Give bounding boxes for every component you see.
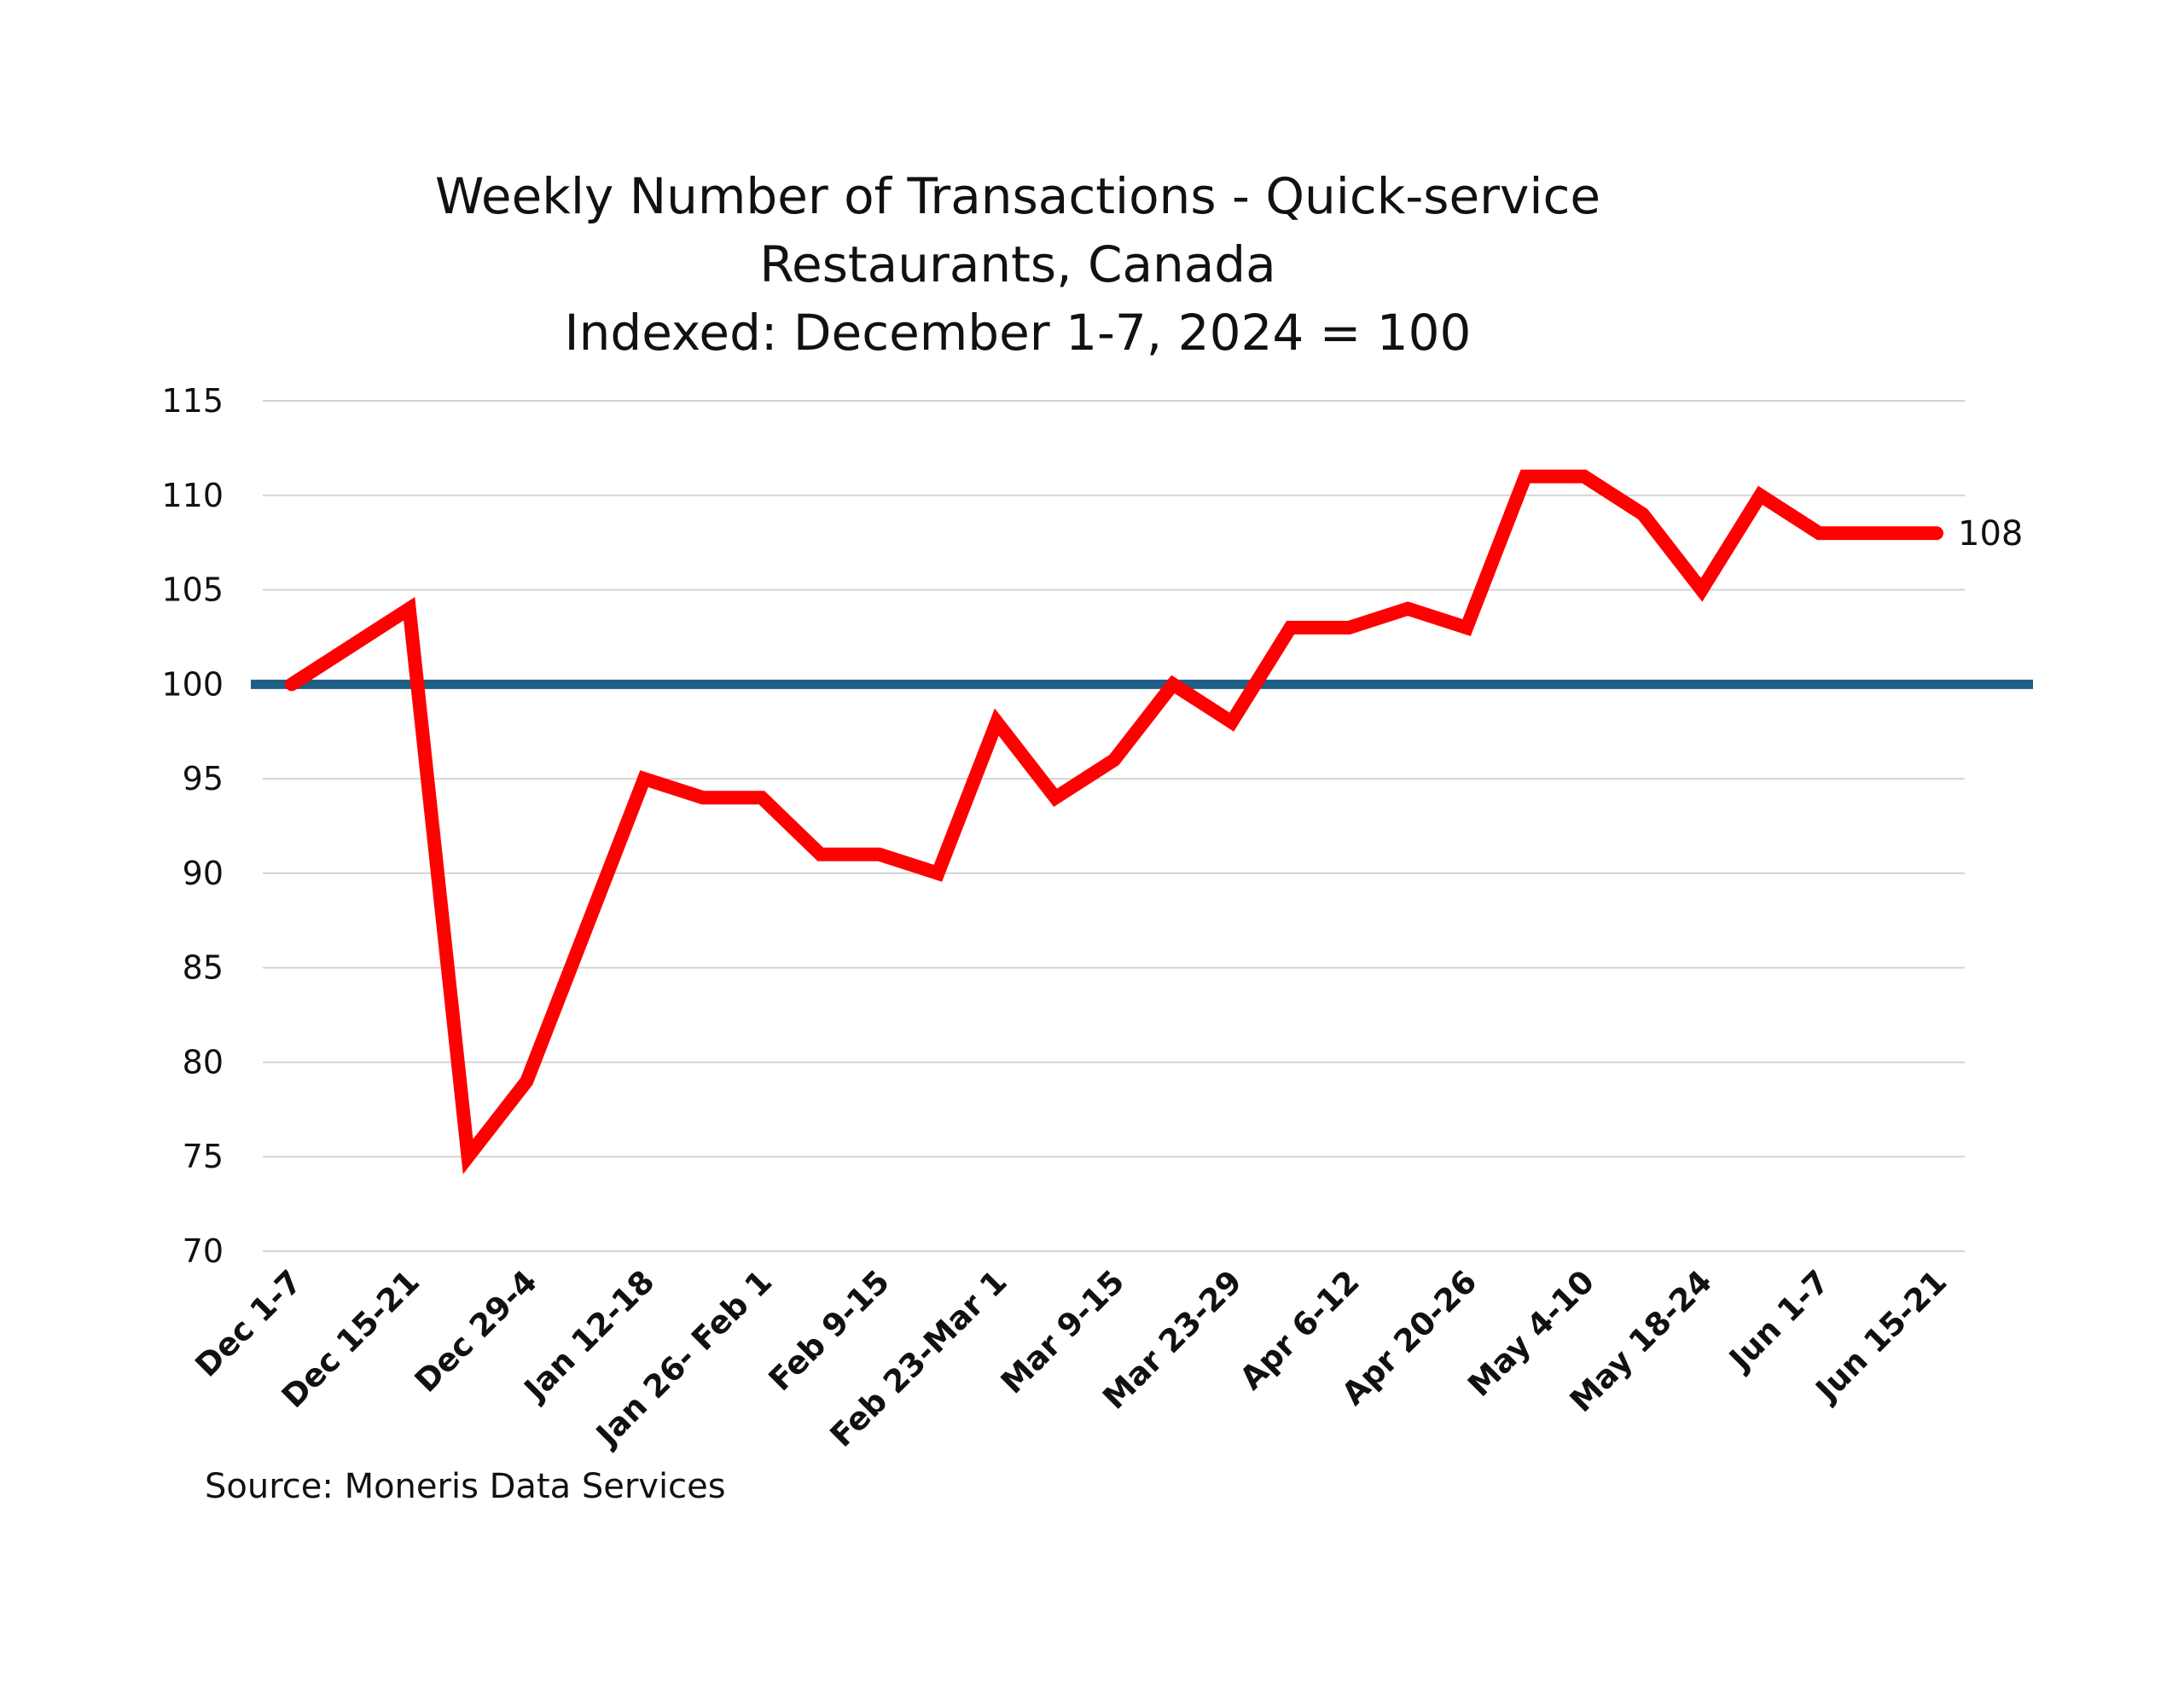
y-axis-ticks: 115 110 105 100 95 90 85 80 75 70 <box>161 382 224 1270</box>
y-tick-label: 75 <box>183 1138 224 1175</box>
y-tick-label: 100 <box>161 665 224 703</box>
y-tick-label: 115 <box>161 382 224 420</box>
chart-title-line-1: Weekly Number of Transactions - Quick-se… <box>435 167 1600 225</box>
end-value-label: 108 <box>1958 514 2023 554</box>
y-tick-label: 85 <box>183 949 224 987</box>
x-tick-label: Jun 1-7 <box>1721 1263 1837 1379</box>
source-note: Source: Moneris Data Services <box>205 1467 726 1506</box>
chart-title-line-2: Restaurants, Canada <box>759 235 1275 293</box>
gridlines <box>263 400 1965 1252</box>
y-tick-label: 110 <box>161 477 224 514</box>
y-tick-label: 90 <box>183 855 224 892</box>
y-tick-label: 95 <box>183 760 224 797</box>
x-tick-label: Dec 1-7 <box>189 1263 310 1384</box>
series-line <box>285 469 1943 1174</box>
y-tick-label: 70 <box>183 1232 224 1270</box>
y-tick-label: 105 <box>161 571 224 609</box>
series-group <box>285 469 1943 1174</box>
chart-title-line-3: Indexed: December 1-7, 2024 = 100 <box>565 304 1472 362</box>
chart-title: Weekly Number of Transactions - Quick-se… <box>435 167 1600 362</box>
y-tick-label: 80 <box>183 1043 224 1081</box>
